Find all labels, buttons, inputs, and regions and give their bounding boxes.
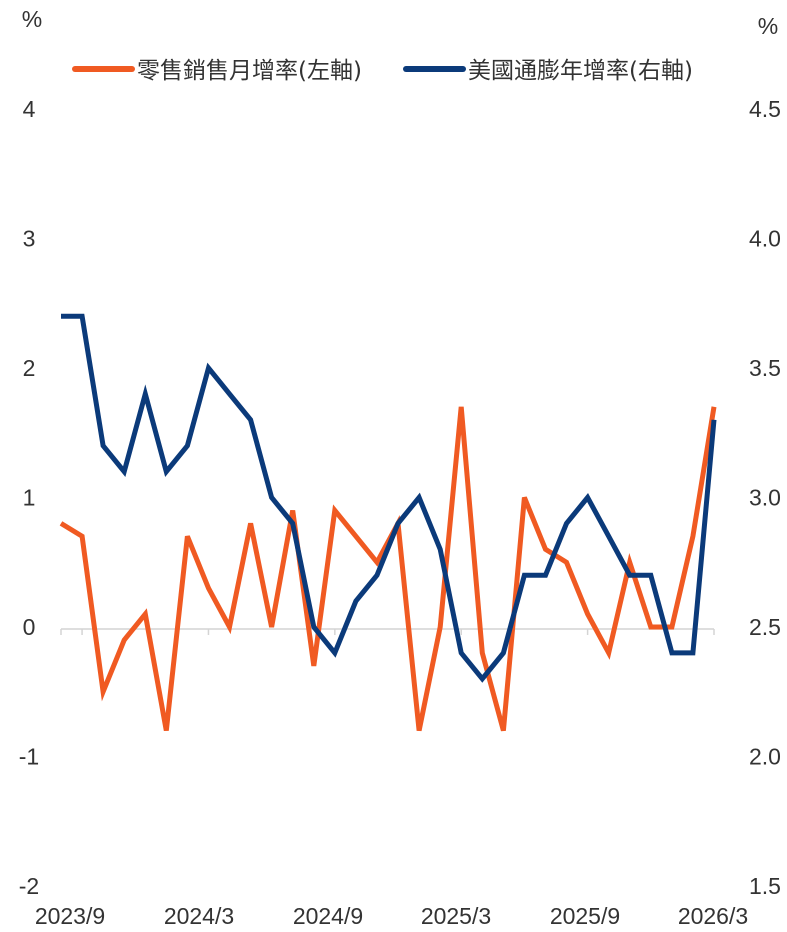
x-tick-label: 2024/9	[293, 903, 363, 929]
y-left-tick-label: 2	[23, 355, 36, 381]
y-left-tick-label: 0	[23, 614, 36, 640]
y-right-tick-label: 3.5	[749, 355, 781, 381]
y-left-tick-label: -1	[19, 744, 39, 770]
y-right-tick-label: 4.0	[749, 226, 781, 252]
y-right-tick-label: 2.5	[749, 614, 781, 640]
y-right-tick-label: 3.0	[749, 485, 781, 511]
legend-label-retail: 零售銷售月增率(左軸)	[137, 58, 362, 84]
legend-label-inflation: 美國通膨年增率(右軸)	[468, 58, 693, 84]
x-tick-label: 2023/9	[35, 903, 105, 929]
y-right-tick-label: 1.5	[749, 873, 781, 899]
axes: 2023/9 2024/3 2024/9 2025/3 2025/9 2026/3 -2 -1…	[19, 96, 781, 929]
y-left-tick-label: 4	[23, 96, 36, 122]
x-tick-label: 2026/3	[678, 903, 748, 929]
y-left-tick-label: 1	[23, 485, 36, 511]
series-line-retail	[59, 406, 717, 732]
right-axis-unit: %	[758, 13, 778, 39]
legend: 零售銷售月增率(左軸) 美國通膨年增率(右軸)	[72, 58, 693, 84]
y-right-tick-label: 4.5	[749, 96, 781, 122]
y-left-tick-label: 3	[23, 226, 36, 252]
series-line-inflation	[61, 313, 717, 683]
y-left-tick-label: -2	[19, 873, 39, 899]
x-tick-label: 2025/3	[421, 903, 491, 929]
x-tick-label: 2025/9	[550, 903, 620, 929]
y-right-tick-label: 2.0	[749, 744, 781, 770]
left-axis-unit: %	[22, 6, 42, 32]
series	[59, 313, 717, 732]
x-tick-label: 2024/3	[164, 903, 234, 929]
